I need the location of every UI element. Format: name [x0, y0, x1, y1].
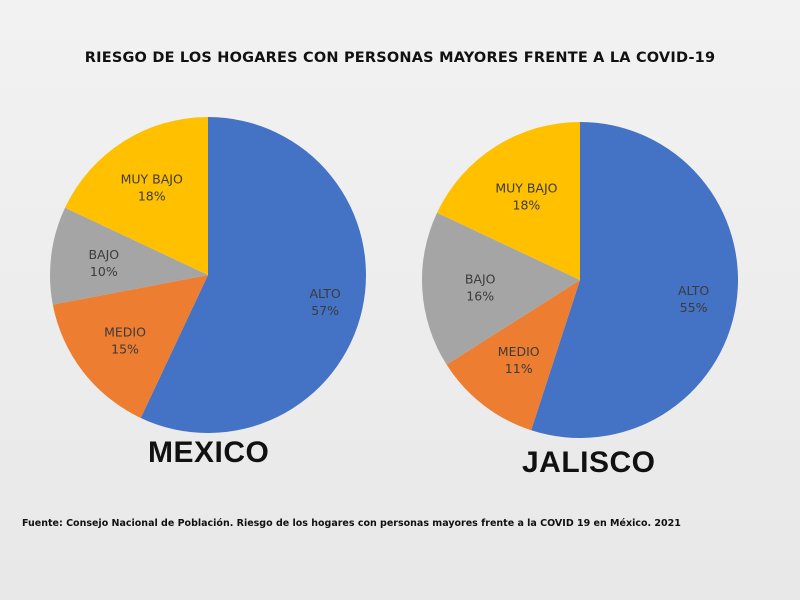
slice-percent-label: 16%: [466, 288, 494, 303]
slice-percent-label: 57%: [311, 303, 339, 318]
slice-category-label: BAJO: [465, 271, 496, 286]
chart-title: RIESGO DE LOS HOGARES CON PERSONAS MAYOR…: [84, 50, 716, 66]
region-label-jalisco: JALISCO: [522, 446, 656, 479]
slice-category-label: MUY BAJO: [121, 171, 183, 186]
pie-chart-jalisco: ALTO 55% MEDIO 11% BAJO 16% MUY BAJO 18%: [422, 122, 738, 438]
source-note: Fuente: Consejo Nacional de Población. R…: [22, 518, 681, 529]
pie-slice-bajo: [422, 212, 580, 365]
slice-category-label: MUY BAJO: [495, 181, 557, 196]
slice-percent-label: 10%: [90, 264, 118, 279]
slice-category-label: ALTO: [309, 286, 340, 301]
pie-slice-alto: [531, 122, 738, 438]
pie-slice-medio: [446, 280, 580, 431]
slice-category-label: MEDIO: [498, 344, 540, 359]
pie-slice-muy-bajo: [437, 122, 580, 280]
slice-category-label: MEDIO: [104, 324, 146, 339]
pie-slice-muy-bajo: [65, 117, 208, 275]
slice-percent-label: 18%: [513, 198, 541, 213]
slice-percent-label: 55%: [680, 300, 708, 315]
pie-chart-mexico: ALTO 57% MEDIO 15% BAJO 10% MUY BAJO 18%: [50, 117, 366, 433]
slice-percent-label: 15%: [111, 341, 139, 356]
slice-percent-label: 11%: [505, 361, 533, 376]
pie-slice-alto: [140, 117, 366, 433]
region-label-mexico: MEXICO: [148, 436, 270, 469]
pie-slice-bajo: [50, 207, 208, 305]
pie-slice-medio: [52, 275, 208, 418]
slice-percent-label: 18%: [138, 188, 166, 203]
slice-category-label: BAJO: [88, 247, 119, 262]
slice-category-label: ALTO: [678, 283, 709, 298]
